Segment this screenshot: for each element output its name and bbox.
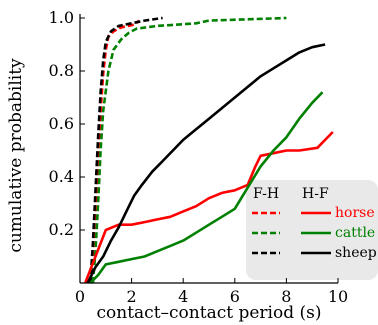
legend-label-sheep: sheep — [335, 245, 377, 261]
series-line-cattle-h-f — [89, 91, 324, 284]
y-tick-label: 0.2 — [49, 220, 74, 239]
legend-rows: horse cattle sheep — [252, 205, 377, 261]
y-axis-label: cumulative probability — [6, 58, 26, 253]
y-tick-label: 1.0 — [49, 8, 74, 27]
series-line-horse-h-f — [83, 131, 334, 284]
x-axis-label: contact–contact period (s) — [97, 303, 322, 323]
series-line-sheep-h-f — [86, 43, 326, 284]
y-ticks: 0.2 0.4 0.6 0.8 1.0 — [49, 8, 85, 239]
y-tick-label: 0.4 — [49, 167, 74, 186]
legend: F-H H-F horse cattle sheep — [252, 186, 377, 261]
series-line-sheep-f-h — [89, 16, 163, 284]
legend-label-cattle: cattle — [335, 225, 375, 241]
axes — [79, 14, 338, 284]
x-tick-label: 0 — [75, 287, 85, 306]
legend-box — [246, 180, 378, 280]
x-ticks: 0 2 4 6 8 10 — [75, 278, 348, 306]
legend-label-horse: horse — [335, 205, 375, 221]
legend-header-f-h: F-H — [253, 186, 279, 202]
x-tick-label: 6 — [230, 287, 240, 306]
plot-area: 0 2 4 6 8 10 0.2 0.4 0.6 0.8 1.0 contact–contact … — [6, 8, 378, 323]
x-tick-label: 2 — [127, 287, 137, 306]
x-tick-label: 10 — [328, 287, 348, 306]
y-tick-label: 0.6 — [49, 114, 74, 133]
x-tick-label: 8 — [281, 287, 291, 306]
x-tick-label: 4 — [178, 287, 188, 306]
y-tick-label: 0.8 — [49, 61, 74, 80]
legend-header-h-f: H-F — [302, 186, 329, 202]
series-line-cattle-f-h — [91, 16, 287, 284]
series-layer — [83, 16, 334, 284]
